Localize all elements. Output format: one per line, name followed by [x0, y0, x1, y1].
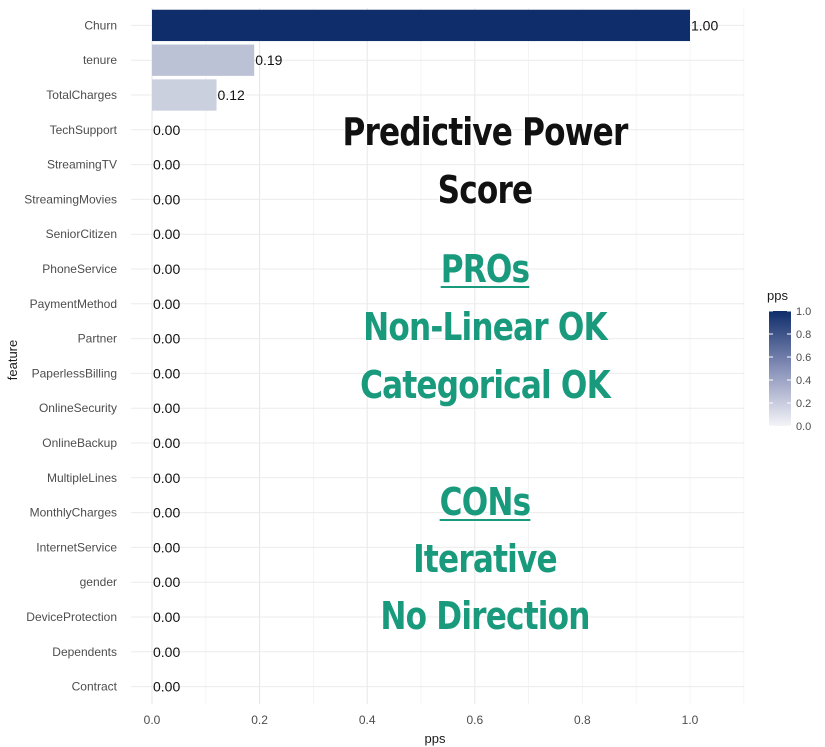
y-tick-label: PaymentMethod [30, 297, 117, 311]
pros-item-categorical: Categorical OK [360, 363, 611, 407]
y-tick-label: PaperlessBilling [32, 366, 117, 380]
bar-value-label: 0.00 [153, 261, 180, 277]
y-tick-label: Churn [84, 18, 117, 32]
x-axis-title: pps [425, 731, 446, 746]
pros-item-nonlinear: Non-Linear OK [363, 305, 608, 349]
bar-Churn [152, 9, 690, 42]
bar-value-label: 0.00 [153, 157, 180, 173]
y-tick-label: gender [80, 575, 117, 589]
y-tick-label: PhoneService [42, 262, 117, 276]
bars-group [152, 9, 690, 111]
bar-value-label: 0.00 [153, 122, 180, 138]
legend-title: pps [767, 288, 788, 303]
y-axis-title: feature [5, 340, 20, 380]
y-tick-label: SeniorCitizen [46, 227, 117, 241]
bar-value-label: 0.00 [153, 470, 180, 486]
x-tick-label: 0.6 [466, 713, 483, 727]
legend-tick-label: 0.0 [796, 421, 811, 433]
x-tick-label: 0.8 [574, 713, 591, 727]
y-tick-label: MultipleLines [47, 471, 117, 485]
color-legend: pps 1.0 0.8 0.6 0.4 0.2 0.0 [767, 288, 811, 433]
bar-value-label: 0.00 [153, 331, 180, 347]
bar-value-label: 0.00 [153, 226, 180, 242]
x-tick-label: 1.0 [682, 713, 699, 727]
overlay-title-line2: Score [437, 168, 534, 212]
legend-tick-label: 0.8 [796, 329, 811, 341]
x-tick-label: 0.0 [144, 713, 161, 727]
y-tick-label: Partner [78, 332, 117, 346]
cons-item-iterative: Iterative [413, 537, 557, 581]
bar-value-label: 0.00 [153, 191, 180, 207]
bar-value-label: 0.00 [153, 574, 180, 590]
y-tick-label: Contract [72, 680, 118, 694]
y-tick-label: DeviceProtection [26, 610, 117, 624]
bar-value-label: 0.12 [218, 87, 245, 103]
cons-heading: CONs [439, 480, 532, 524]
bar-value-label: 0.00 [153, 365, 180, 381]
bar-value-label: 0.00 [153, 435, 180, 451]
y-tick-label: Dependents [52, 645, 117, 659]
overlay-title-line1: Predictive Power [342, 110, 628, 154]
x-tick-labels: 0.0 0.2 0.4 0.6 0.8 1.0 [144, 713, 699, 727]
bar-value-label: 0.00 [153, 609, 180, 625]
legend-colorbar [769, 311, 791, 426]
bar-value-label: 1.00 [691, 17, 718, 33]
y-tick-label: TotalCharges [46, 88, 117, 102]
legend-tick-label: 0.2 [796, 398, 811, 410]
bar-value-label: 0.19 [255, 52, 282, 68]
y-tick-label: MonthlyCharges [30, 506, 117, 520]
bar-value-label: 0.00 [153, 539, 180, 555]
y-tick-label: InternetService [36, 540, 117, 554]
y-tick-label: OnlineSecurity [39, 401, 117, 415]
y-tick-label: TechSupport [50, 123, 118, 137]
bar-tenure [152, 44, 255, 76]
bar-value-label: 0.00 [153, 644, 180, 660]
legend-tick-label: 0.4 [796, 375, 811, 387]
y-tick-label: tenure [83, 53, 117, 67]
value-labels: 1.00 0.19 0.12 0.00 0.00 0.00 0.00 0.00 0.00 0.00… [153, 17, 718, 694]
y-tick-labels: Churn tenure TotalCharges TechSupport Stream… [24, 18, 117, 693]
x-tick-label: 0.2 [251, 713, 268, 727]
y-tick-label: StreamingMovies [24, 192, 117, 206]
y-tick-label: OnlineBackup [42, 436, 117, 450]
bar-value-label: 0.00 [153, 679, 180, 695]
x-tick-label: 0.4 [359, 713, 376, 727]
bar-TotalCharges [152, 79, 217, 111]
legend-tick-label: 0.6 [796, 352, 811, 364]
bar-value-label: 0.00 [153, 296, 180, 312]
y-tick-label: StreamingTV [47, 158, 117, 172]
pros-heading: PROs [440, 247, 530, 291]
bar-value-label: 0.00 [153, 400, 180, 416]
legend-tick-label: 1.0 [796, 306, 811, 318]
cons-item-no-direction: No Direction [380, 594, 590, 638]
legend-ticks: 1.0 0.8 0.6 0.4 0.2 0.0 [769, 306, 811, 433]
bar-value-label: 0.00 [153, 505, 180, 521]
